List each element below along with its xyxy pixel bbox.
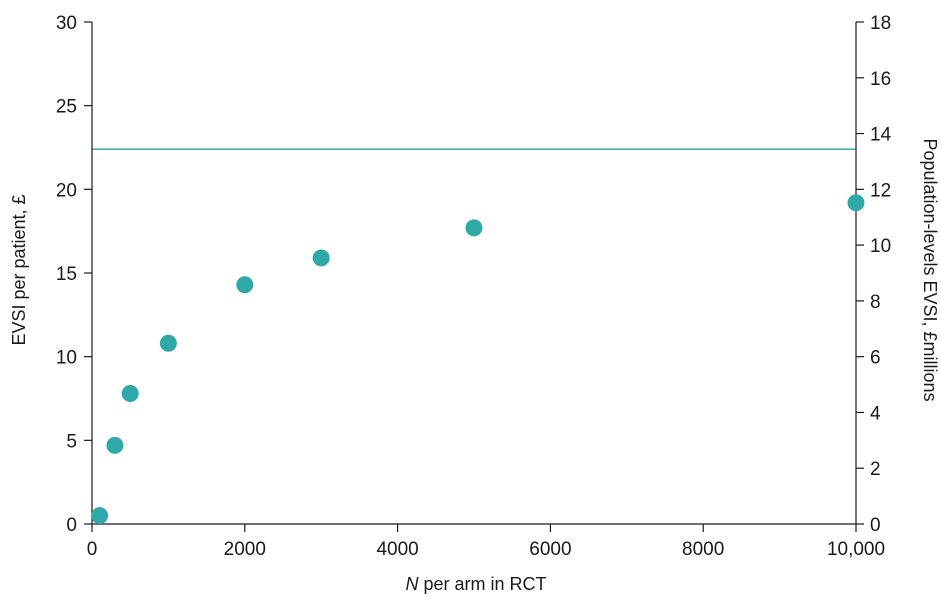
y-right-tick-label: 10 (870, 236, 891, 257)
x-axis-title-italic: N (405, 574, 419, 594)
y-right-tick-label: 6 (870, 348, 881, 369)
y-left-tick-label: 15 (56, 264, 77, 285)
y-right-tick-label: 16 (870, 69, 891, 90)
data-point (236, 276, 254, 294)
data-point (106, 436, 124, 454)
y-left-tick-label: 20 (56, 180, 77, 201)
x-tick-label: 2000 (224, 539, 266, 560)
x-tick-label: 10,000 (827, 539, 885, 560)
y-right-tick-label: 2 (870, 459, 881, 480)
x-axis-ticks: 0 2000 4000 6000 8000 10,000 (87, 524, 885, 560)
y-right-tick-label: 8 (870, 292, 881, 313)
y-left-tick-label: 30 (56, 13, 77, 34)
y-right-axis-ticks: 0 2 4 6 8 10 12 14 16 18 (856, 13, 892, 536)
y-right-axis-title: Population-levels EVSI, £millions (920, 138, 940, 401)
x-tick-label: 0 (87, 539, 98, 560)
x-axis-title: N per arm in RCT (405, 574, 546, 594)
x-tick-label: 6000 (529, 539, 571, 560)
data-points (91, 194, 865, 525)
y-right-tick-label: 0 (870, 515, 881, 536)
data-point (465, 219, 483, 237)
axes-layer (91, 22, 857, 525)
y-left-tick-label: 5 (66, 431, 77, 452)
data-point (91, 507, 109, 525)
y-left-axis-title: EVSI per patient, £ (9, 194, 29, 345)
y-left-axis-ticks: 0 5 10 15 20 25 30 (56, 13, 92, 536)
y-left-tick-label: 25 (56, 97, 77, 118)
y-right-tick-label: 4 (870, 403, 881, 424)
y-left-tick-label: 10 (56, 348, 77, 369)
data-point (847, 194, 865, 212)
data-point (312, 249, 330, 267)
y-right-tick-label: 12 (870, 180, 891, 201)
x-axis-title-rest: per arm in RCT (418, 574, 546, 594)
y-right-tick-label: 18 (870, 13, 891, 34)
y-left-tick-label: 0 (66, 515, 77, 536)
data-point (121, 384, 139, 402)
x-tick-label: 8000 (682, 539, 724, 560)
y-right-tick-label: 14 (870, 125, 892, 146)
x-tick-label: 4000 (376, 539, 418, 560)
data-point (159, 334, 177, 352)
